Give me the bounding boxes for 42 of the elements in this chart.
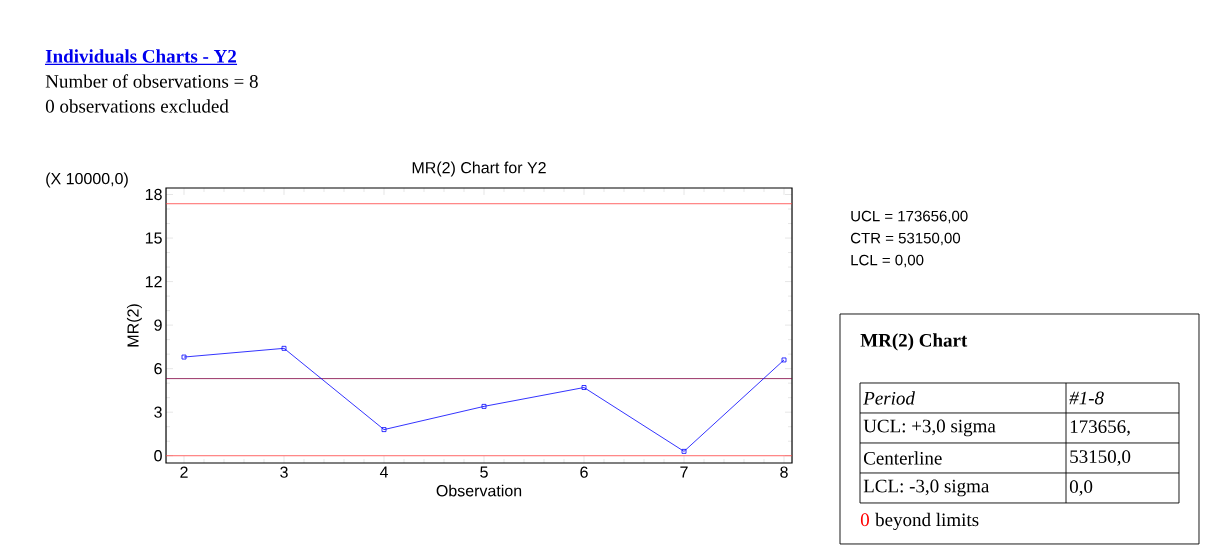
x-tick-label: 4	[379, 466, 388, 478]
y-axis-title: MR(2)	[126, 304, 142, 347]
x-tick-label: 6	[580, 466, 588, 478]
y-tick-label: 12	[145, 276, 162, 288]
x-tick-label: 2	[180, 466, 188, 478]
x-tick-label: 5	[480, 466, 488, 478]
point	[581, 385, 587, 390]
text: LCL = 0,00	[851, 254, 924, 268]
y-tick-label: 9	[154, 319, 162, 331]
text: UCL = 173656,00	[851, 210, 968, 224]
point	[781, 357, 787, 363]
text: LCL: -3,0 sigma	[863, 479, 990, 497]
text: 53150,0	[1070, 450, 1131, 466]
text: Centerline	[863, 451, 942, 465]
text: Individuals Charts - Y2	[45, 49, 237, 63]
point	[281, 345, 287, 351]
point	[681, 448, 687, 454]
y-tick-label: 3	[154, 406, 162, 418]
y-tick-label: 15	[145, 232, 162, 244]
x-axis-title: Observation	[436, 484, 522, 497]
text: (X 10000,0)	[46, 172, 128, 188]
y-tick-label: 6	[154, 362, 162, 375]
x-tick-label: 7	[680, 466, 688, 478]
point	[481, 403, 487, 409]
y-tick-label: 18	[145, 188, 162, 201]
text: MR(2) Chart	[860, 333, 968, 351]
point	[181, 354, 187, 360]
text: 0,0	[1069, 480, 1093, 496]
text: 0 observations excluded	[45, 99, 229, 113]
text: Period	[863, 391, 915, 405]
y-tick-label: 0	[154, 450, 162, 462]
chart-title: MR(2) Chart for Y2	[412, 161, 546, 177]
text: beyond limits	[875, 512, 979, 531]
x-tick-label: 3	[280, 466, 288, 478]
point	[381, 427, 387, 433]
text: #1-8	[1069, 391, 1104, 405]
text: 0	[860, 513, 869, 527]
text: Number of observations = 8	[45, 74, 258, 88]
text: CTR = 53150,00	[850, 232, 961, 246]
text: 173656,	[1070, 420, 1130, 436]
x-tick-label: 8	[780, 466, 788, 478]
text: UCL: +3,0 sigma	[863, 419, 996, 437]
